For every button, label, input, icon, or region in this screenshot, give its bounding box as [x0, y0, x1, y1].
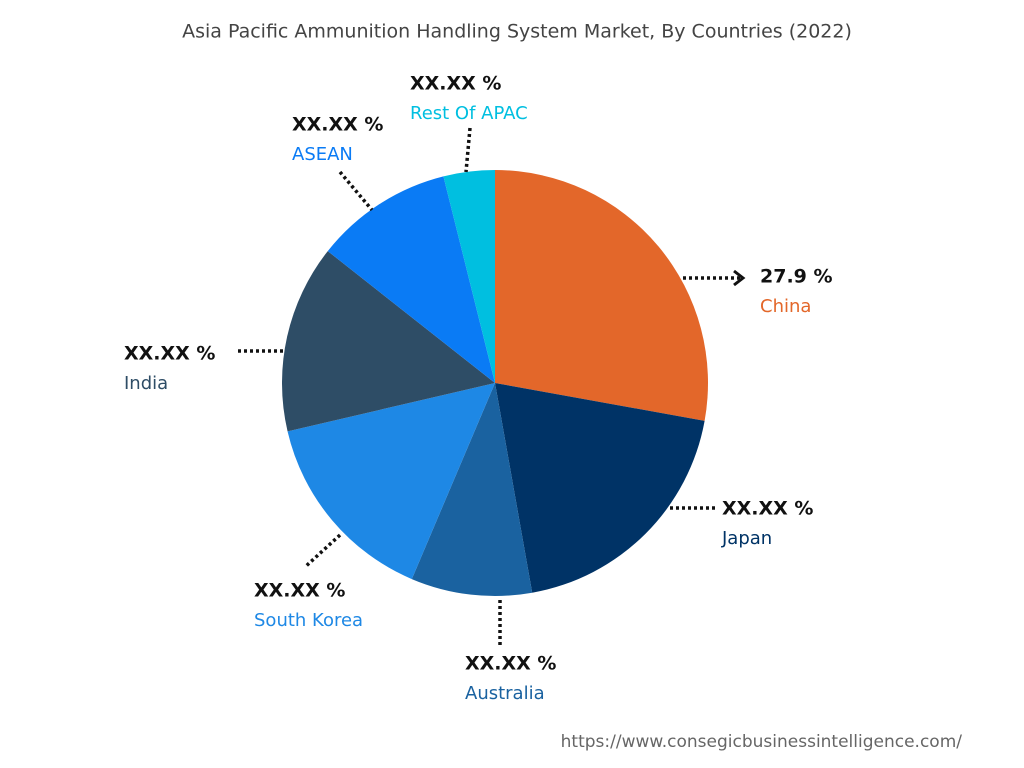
value-label: XX.XX %: [124, 343, 215, 365]
pie-slice: [443, 170, 495, 383]
value-label: 27.9 %: [760, 266, 833, 288]
category-label: Rest Of APAC: [410, 103, 528, 124]
category-label: South Korea: [254, 610, 363, 631]
pie-slice: [327, 176, 495, 383]
source-url: https://www.consegicbusinessintelligence…: [561, 732, 963, 752]
category-label: China: [760, 296, 811, 317]
pie-slice: [495, 383, 705, 593]
value-label: XX.XX %: [254, 580, 345, 602]
pie-slice: [495, 170, 709, 421]
leader-arrow: [733, 269, 746, 287]
category-label: ASEAN: [292, 144, 353, 165]
leader-line: [303, 533, 342, 569]
category-label: India: [124, 373, 168, 394]
value-label: XX.XX %: [292, 114, 383, 136]
pie-slice: [282, 251, 495, 432]
pie-slice: [411, 383, 533, 596]
value-label: XX.XX %: [410, 73, 501, 95]
category-label: Japan: [721, 528, 772, 549]
leader-line: [338, 170, 374, 212]
chart-title: Asia Pacific Ammunition Handling System …: [182, 21, 852, 43]
value-label: XX.XX %: [465, 653, 556, 675]
value-label: XX.XX %: [722, 498, 813, 520]
category-label: Australia: [465, 683, 545, 704]
leader-line: [464, 127, 472, 173]
pie-slice: [287, 383, 495, 580]
